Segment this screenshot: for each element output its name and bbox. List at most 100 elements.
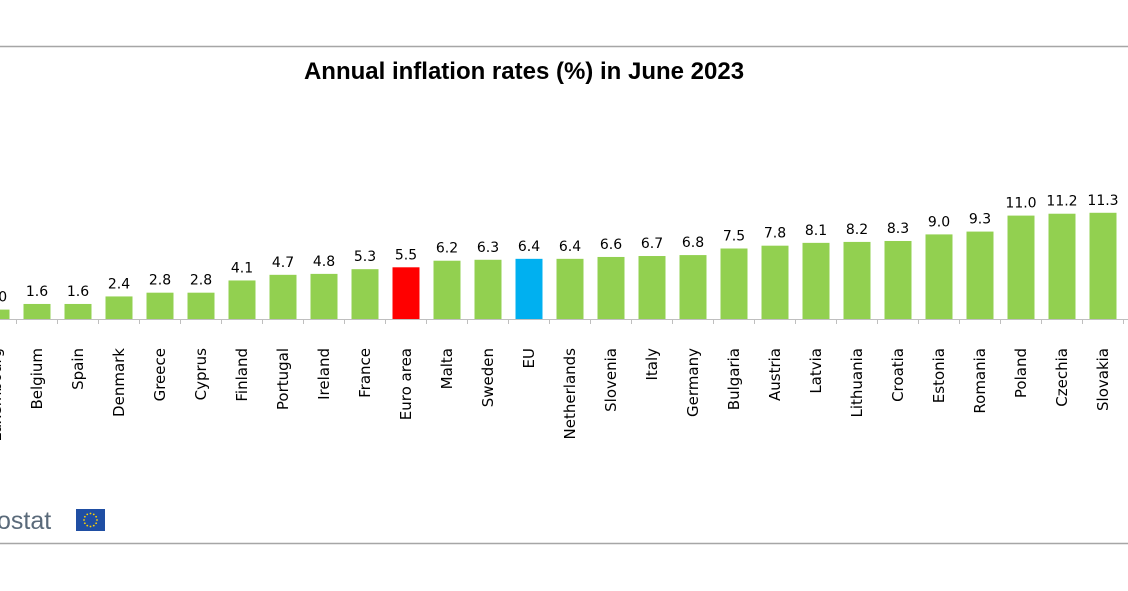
bar-greece xyxy=(146,292,174,319)
category-label-latvia: Latvia xyxy=(807,348,825,394)
flag-star xyxy=(83,519,85,521)
flag-star xyxy=(92,513,95,516)
value-label-romania: 9.3 xyxy=(969,212,991,228)
category-label-slovenia: Slovenia xyxy=(602,348,620,412)
bar-malta xyxy=(433,260,461,319)
value-label-austria: 7.8 xyxy=(764,226,786,242)
flag-star xyxy=(95,522,98,525)
value-label-slovakia: 11.3 xyxy=(1087,193,1118,209)
flag-star xyxy=(83,515,86,518)
category-label-cyprus: Cyprus xyxy=(192,348,210,401)
bar-ireland xyxy=(310,273,338,319)
bar-romania xyxy=(966,231,994,319)
bar-germany xyxy=(679,255,707,319)
value-label-france: 5.3 xyxy=(354,249,376,265)
category-label-france: France xyxy=(356,348,374,398)
category-label-eu: EU xyxy=(520,348,538,368)
category-label-euro-area: Euro area xyxy=(397,348,415,420)
category-label-finland: Finland xyxy=(233,348,251,402)
bar-finland xyxy=(228,280,256,319)
value-label-czechia: 11.2 xyxy=(1046,194,1077,210)
bar-czechia xyxy=(1048,213,1076,319)
eu-flag-icon xyxy=(76,509,105,531)
value-label-estonia: 9.0 xyxy=(928,214,950,230)
category-label-czechia: Czechia xyxy=(1053,348,1071,407)
bar-latvia xyxy=(802,242,830,319)
flag-star xyxy=(89,512,92,515)
value-label-ireland: 4.8 xyxy=(313,254,335,270)
bar-slovenia xyxy=(597,256,625,319)
flag-star xyxy=(96,519,98,521)
value-label-italy: 6.7 xyxy=(641,236,663,252)
value-label-bulgaria: 7.5 xyxy=(723,229,745,245)
value-label-greece: 2.8 xyxy=(149,273,171,289)
bar-portugal xyxy=(269,274,297,319)
eurostat-brand-text: ostat xyxy=(0,507,51,535)
bar-euro-area xyxy=(392,267,420,319)
category-label-portugal: Portugal xyxy=(274,348,292,410)
category-label-ireland: Ireland xyxy=(315,348,333,400)
bar-luxembourg xyxy=(0,309,10,319)
bar-netherlands xyxy=(556,258,584,319)
value-label-latvia: 8.1 xyxy=(805,223,827,239)
value-label-belgium: 1.6 xyxy=(26,284,48,300)
flag-star xyxy=(95,515,98,518)
flag-star xyxy=(86,513,89,516)
chart-title: Annual inflation rates (%) in June 2023 xyxy=(304,58,744,85)
bar-belgium xyxy=(23,303,51,319)
category-label-malta: Malta xyxy=(438,348,456,389)
bars-group xyxy=(0,212,1117,319)
value-label-euro-area: 5.5 xyxy=(395,247,417,263)
category-label-sweden: Sweden xyxy=(479,348,497,407)
bar-sweden xyxy=(474,259,502,319)
value-label-malta: 6.2 xyxy=(436,241,458,257)
value-label-denmark: 2.4 xyxy=(108,276,130,292)
flag-star xyxy=(83,522,86,525)
value-label-slovenia: 6.6 xyxy=(600,237,622,253)
bar-cyprus xyxy=(187,292,215,319)
value-label-spain: 1.6 xyxy=(67,284,89,300)
value-label-finland: 4.1 xyxy=(231,260,253,276)
category-label-netherlands: Netherlands xyxy=(561,348,579,440)
value-label-netherlands: 6.4 xyxy=(559,239,581,255)
bar-bulgaria xyxy=(720,248,748,319)
value-label-portugal: 4.7 xyxy=(272,255,294,271)
bar-estonia xyxy=(925,234,953,319)
bar-eu xyxy=(515,258,543,319)
category-label-croatia: Croatia xyxy=(889,348,907,402)
category-label-poland: Poland xyxy=(1012,348,1030,398)
bar-poland xyxy=(1007,215,1035,319)
bar-italy xyxy=(638,256,666,319)
value-label-germany: 6.8 xyxy=(682,235,704,251)
category-label-belgium: Belgium xyxy=(28,348,46,410)
category-label-denmark: Denmark xyxy=(110,348,128,417)
bar-slovakia xyxy=(1089,212,1117,319)
category-label-romania: Romania xyxy=(971,348,989,414)
category-label-slovakia: Slovakia xyxy=(1094,348,1112,411)
category-labels-group: Luxembourg Belgium Spain Denmark Greece Cypru… xyxy=(0,348,1112,442)
value-label-luxembourg: 1.0 xyxy=(0,290,7,306)
category-label-luxembourg: Luxembourg xyxy=(0,348,5,442)
bar-spain xyxy=(64,303,92,319)
bar-croatia xyxy=(884,240,912,319)
bar-france xyxy=(351,269,379,319)
bar-lithuania xyxy=(843,241,871,319)
value-label-sweden: 6.3 xyxy=(477,240,499,256)
value-label-lithuania: 8.2 xyxy=(846,222,868,238)
category-label-greece: Greece xyxy=(151,348,169,401)
bar-austria xyxy=(761,245,789,319)
value-label-croatia: 8.3 xyxy=(887,221,909,237)
value-label-eu: 6.4 xyxy=(518,239,540,255)
value-label-cyprus: 2.8 xyxy=(190,273,212,289)
value-labels-group: 1.0 1.6 1.6 2.4 2.8 2.8 4.1 4.7 4.8 5.3 5.5 6.2 6.3 6… xyxy=(0,193,1119,306)
category-label-germany: Germany xyxy=(684,348,702,417)
bar-denmark xyxy=(105,296,133,319)
category-label-bulgaria: Bulgaria xyxy=(725,348,743,410)
value-label-poland: 11.0 xyxy=(1005,196,1036,212)
flag-star xyxy=(89,525,92,528)
category-label-austria: Austria xyxy=(766,348,784,401)
category-label-italy: Italy xyxy=(643,348,661,381)
flag-star xyxy=(86,524,89,527)
category-label-estonia: Estonia xyxy=(930,348,948,403)
